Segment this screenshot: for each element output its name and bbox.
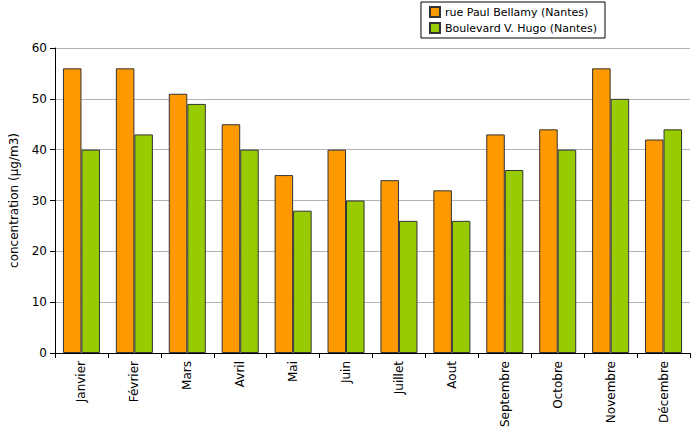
svg-text:Juin: Juin — [339, 361, 353, 384]
svg-text:Septembre: Septembre — [498, 361, 512, 427]
svg-text:50: 50 — [32, 92, 47, 106]
svg-text:rue Paul Bellamy (Nantes): rue Paul Bellamy (Nantes) — [445, 6, 588, 19]
svg-text:Juillet: Juillet — [392, 361, 406, 396]
svg-text:Novembre: Novembre — [604, 361, 618, 423]
svg-text:Aout: Aout — [445, 361, 459, 389]
svg-text:Boulevard V. Hugo (Nantes): Boulevard V. Hugo (Nantes) — [445, 22, 597, 35]
svg-text:concentration (µg/m3): concentration (µg/m3) — [7, 133, 21, 268]
svg-text:10: 10 — [32, 295, 47, 309]
svg-text:60: 60 — [32, 41, 47, 55]
svg-text:30: 30 — [32, 194, 47, 208]
svg-text:Mars: Mars — [180, 361, 194, 390]
svg-text:Mai: Mai — [286, 361, 300, 382]
svg-text:Octobre: Octobre — [551, 361, 565, 409]
svg-text:0: 0 — [39, 346, 47, 360]
svg-text:Février: Février — [127, 361, 141, 402]
svg-text:Avril: Avril — [233, 361, 247, 387]
svg-text:Janvier: Janvier — [74, 361, 88, 403]
svg-text:20: 20 — [32, 244, 47, 258]
svg-text:Décembre: Décembre — [657, 361, 671, 423]
svg-text:40: 40 — [32, 143, 47, 157]
